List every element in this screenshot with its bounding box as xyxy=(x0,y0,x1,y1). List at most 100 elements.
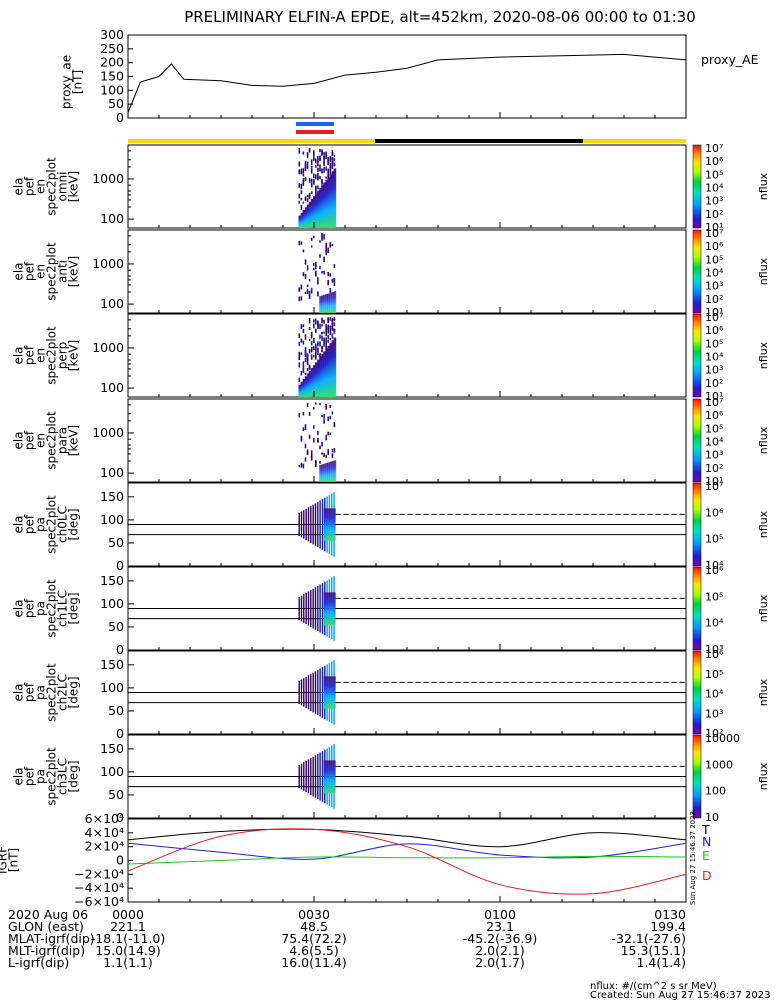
colorbar-tick-label: 10⁴ xyxy=(705,617,724,630)
pitch-column xyxy=(321,751,324,802)
pitch-tick-label: 0 xyxy=(116,558,124,573)
spectrogram-column xyxy=(313,196,316,228)
ae-tick-label: 150 xyxy=(100,69,124,84)
spectrogram-speck xyxy=(310,237,313,241)
spectrogram-column xyxy=(315,362,318,397)
spectrogram-tick-label: 1000 xyxy=(92,171,124,186)
colorbar-tick-label: 10³ xyxy=(705,449,723,462)
spectrogram-speck xyxy=(321,271,323,274)
spectrogram-speck xyxy=(319,254,321,258)
spectrogram-speck xyxy=(308,349,311,354)
spectrogram-ylabel-line: [keV] xyxy=(67,425,81,456)
spectrogram-speck xyxy=(325,404,327,410)
colorbar-tick-label: 10⁶ xyxy=(705,506,724,519)
spectrogram-speck xyxy=(298,169,301,175)
spectrogram-speck xyxy=(304,357,307,362)
spectrogram-speck xyxy=(310,354,313,360)
spectrogram-speck xyxy=(310,341,313,346)
spectrogram-column xyxy=(300,381,304,397)
colorbar-label: nflux xyxy=(757,510,770,538)
spectrogram-speck xyxy=(308,194,311,199)
proxy-ae-frame xyxy=(127,34,687,119)
spectrogram-speck xyxy=(327,247,329,253)
pitch-tick-label: 150 xyxy=(100,489,124,504)
spectrogram-speck xyxy=(325,247,327,253)
spectrogram-column xyxy=(310,367,314,397)
spectrogram-speck xyxy=(298,296,301,302)
colorbar-tick-label: 10⁴ xyxy=(705,267,724,280)
pitch-tick-label: 100 xyxy=(100,512,124,527)
footer-value: 0100 xyxy=(484,907,516,922)
spectrogram-column xyxy=(317,190,320,228)
spectrogram-speck xyxy=(308,411,311,416)
spectrogram-column xyxy=(327,462,330,482)
pitch-ylabel-line: spec2plot xyxy=(45,495,59,554)
spectrogram-frame xyxy=(127,144,687,229)
spectrogram-speck xyxy=(313,337,315,344)
spectrogram-speck xyxy=(317,323,319,329)
spectrogram-speck xyxy=(308,180,311,183)
pitch-column xyxy=(303,510,305,539)
igrf-series-T xyxy=(127,828,687,848)
igrf-tick-label: 4×10⁴ xyxy=(85,825,124,840)
colorbar-tick-label: 10⁶ xyxy=(705,564,724,577)
spectrogram-column xyxy=(333,460,337,482)
spectrogram-speck xyxy=(310,178,313,185)
pitch-column xyxy=(298,681,300,705)
spectrogram-speck xyxy=(302,411,305,416)
spectrogram-speck xyxy=(306,451,309,455)
spectrogram-speck xyxy=(300,436,303,441)
spectrogram-speck xyxy=(317,277,319,282)
spectrogram-speck xyxy=(325,152,327,159)
colorbar-tick-label: 10⁶ xyxy=(705,240,724,253)
spectrogram-speck xyxy=(327,317,329,324)
spectrogram-speck xyxy=(321,345,323,349)
spectrogram-speck xyxy=(319,167,321,172)
pitch-core xyxy=(323,676,336,709)
spectrogram-speck xyxy=(327,171,329,177)
spectrogram-speck xyxy=(304,334,307,340)
spectrogram-ylabel-line: anti xyxy=(56,260,70,283)
spectrogram-speck xyxy=(315,402,317,405)
pitch-tick-label: 0 xyxy=(116,726,124,741)
pitch-ylabel-line: ela xyxy=(12,515,26,533)
spectrogram-ylabel-line: pef xyxy=(23,176,37,196)
spectrogram-speck xyxy=(325,454,327,458)
igrf-series-N xyxy=(127,842,687,860)
spectrogram-column xyxy=(323,182,326,228)
spectrogram-speck xyxy=(323,152,325,155)
spectrogram-speck xyxy=(300,371,303,376)
igrf-legend-N: N xyxy=(702,834,711,849)
colorbar-tick-label: 10⁶ xyxy=(705,409,724,422)
spectrogram-speck xyxy=(333,422,336,428)
pitch-column xyxy=(312,756,314,797)
colorbar-tick-label: 10⁷ xyxy=(705,396,723,409)
spectrogram-speck xyxy=(321,442,323,447)
spectrogram-speck xyxy=(333,155,336,158)
spectrogram-speck xyxy=(317,167,319,172)
spectrogram-speck xyxy=(313,319,315,323)
colorbar-gradient xyxy=(692,650,702,735)
spectrogram-speck xyxy=(319,461,321,464)
spectrogram-speck xyxy=(304,177,307,181)
colorbar-label: nflux xyxy=(757,172,770,200)
spectrogram-speck xyxy=(317,320,319,324)
footer-value: 4.6(5.5) xyxy=(289,943,339,958)
spectrogram-column xyxy=(327,345,330,397)
spectrogram-speck xyxy=(310,455,313,461)
colorbar-tick-label: 10⁷ xyxy=(705,480,723,493)
footer-value: 0130 xyxy=(654,907,686,922)
spectrogram-column xyxy=(319,187,322,228)
footer-row-label: 2020 Aug 06 xyxy=(8,907,88,922)
spectrogram-speck xyxy=(310,450,313,455)
spectrogram-ylabel-line: [keV] xyxy=(67,171,81,202)
pitch-ylabel-line: [deg] xyxy=(67,677,81,709)
colorbar: 10⁶ 10⁵ 10⁴ 10³ nflux xyxy=(692,564,770,656)
spectrogram-speck xyxy=(300,462,303,468)
spectrogram-speck xyxy=(319,149,321,153)
spectrogram-speck xyxy=(302,180,305,186)
igrf-ylabel-line: [nT] xyxy=(7,848,21,872)
